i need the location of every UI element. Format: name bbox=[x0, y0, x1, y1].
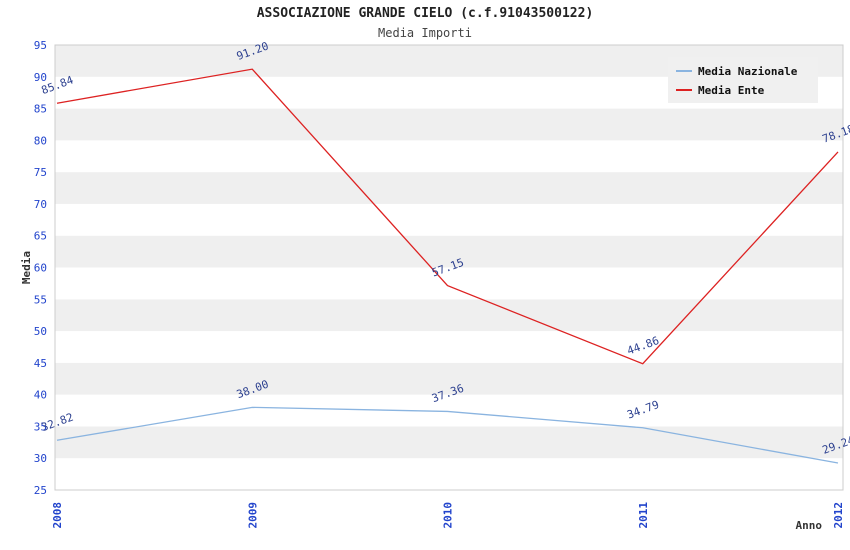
y-tick-label: 50 bbox=[34, 325, 47, 338]
legend-box bbox=[668, 57, 818, 103]
y-tick-label: 25 bbox=[34, 484, 47, 497]
plot-band bbox=[55, 203, 843, 236]
y-tick-label: 35 bbox=[34, 420, 47, 433]
x-tick-label: 2011 bbox=[637, 502, 650, 529]
legend-label-media-ente: Media Ente bbox=[698, 84, 765, 97]
plot-band bbox=[55, 235, 843, 268]
y-tick-label: 30 bbox=[34, 452, 47, 465]
plot-band bbox=[55, 140, 843, 173]
x-axis-title: Anno bbox=[796, 519, 823, 532]
y-tick-label: 55 bbox=[34, 293, 47, 306]
chart-subtitle: Media Importi bbox=[378, 26, 472, 40]
plot-band bbox=[55, 458, 843, 490]
x-tick-label: 2012 bbox=[832, 502, 845, 529]
y-tick-label: 75 bbox=[34, 166, 47, 179]
y-tick-label: 40 bbox=[34, 389, 47, 402]
plot-band bbox=[55, 108, 843, 141]
plot-band bbox=[55, 331, 843, 363]
y-tick-label: 60 bbox=[34, 262, 47, 275]
y-tick-label: 90 bbox=[34, 71, 47, 84]
plot-band bbox=[55, 394, 843, 427]
plot-band bbox=[55, 267, 843, 300]
y-tick-label: 45 bbox=[34, 357, 47, 370]
plot-band bbox=[55, 299, 843, 332]
plot-band bbox=[55, 172, 843, 204]
y-tick-label: 65 bbox=[34, 230, 47, 243]
plot-band bbox=[55, 362, 843, 395]
chart-title: ASSOCIAZIONE GRANDE CIELO (c.f.910435001… bbox=[256, 6, 594, 21]
x-tick-label: 2008 bbox=[51, 502, 64, 529]
y-tick-label: 85 bbox=[34, 103, 47, 116]
x-tick-label: 2009 bbox=[246, 502, 259, 529]
y-axis-title: Media bbox=[20, 251, 33, 284]
legend-label-media-nazionale: Media Nazionale bbox=[698, 65, 798, 78]
plot-band bbox=[55, 426, 843, 459]
x-tick-label: 2010 bbox=[442, 502, 455, 529]
series-line-media-nazionale bbox=[56, 406, 839, 464]
y-tick-label: 80 bbox=[34, 134, 47, 147]
y-tick-label: 95 bbox=[34, 39, 47, 52]
plot-border bbox=[54, 44, 844, 491]
series-line-media-ente bbox=[56, 68, 839, 365]
y-tick-label: 70 bbox=[34, 198, 47, 211]
